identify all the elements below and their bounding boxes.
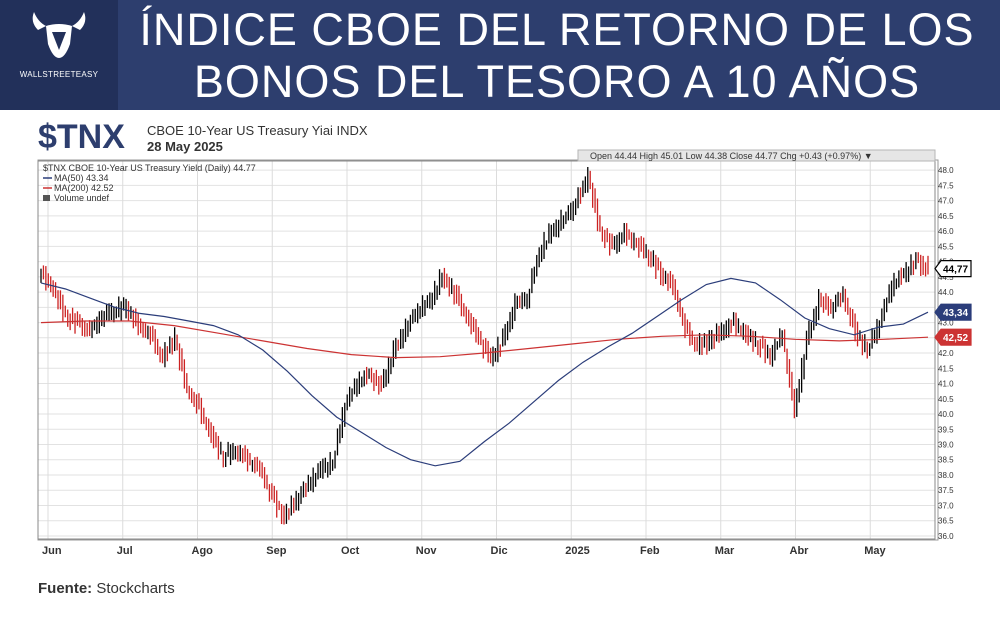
price-label-box — [934, 260, 972, 278]
legend-ma50: MA(50) 43.34 — [54, 173, 109, 183]
ohlc-bar-bg — [577, 149, 936, 162]
legend-volume: Volume undef — [54, 193, 110, 203]
page-title: ÍNDICE CBOE DEL RETORNO DE LOS BONOS DEL… — [122, 4, 992, 108]
price-label-box — [934, 328, 972, 346]
x-tick-label: Oct — [341, 545, 360, 557]
y-axis: 36.0 36.5 37.0 37.5 38.0 38.5 39.0 39.5 40.0 40.5… — [938, 166, 954, 541]
title-line-2: BONOS DEL TESORO A 10 AÑOS — [193, 56, 921, 107]
price-label-text: 44,77 — [943, 265, 968, 276]
y-tick-label: 37.5 — [938, 486, 954, 495]
y-tick-label: 41.5 — [938, 364, 954, 373]
x-tick-label: Ago — [192, 545, 214, 557]
source-value: Stockcharts — [96, 580, 175, 597]
y-tick-label: 43.0 — [938, 319, 954, 328]
legend: $TNX CBOE 10-Year US Treasury Yield (Dai… — [43, 163, 256, 203]
ohlc-bars — [40, 166, 929, 525]
price-label-text: 43,34 — [943, 308, 968, 319]
y-tick-label: 45.5 — [938, 242, 954, 251]
y-tick-label: 40.0 — [938, 410, 954, 419]
logo-text: WALLSTREETEASY — [19, 70, 99, 79]
x-tick-label: Feb — [640, 545, 660, 557]
y-tick-label: 42.0 — [938, 349, 954, 358]
chart-name: CBOE 10-Year US Treasury Yiai INDX — [147, 123, 368, 138]
y-tick-label: 38.0 — [938, 471, 954, 480]
y-tick-label: 39.0 — [938, 441, 954, 450]
y-tick-label: 46.0 — [938, 227, 954, 236]
y-tick-label: 48.0 — [938, 166, 954, 175]
y-tick-label: 47.0 — [938, 197, 954, 206]
x-tick-label: May — [864, 545, 886, 557]
ma50-line — [40, 277, 929, 467]
x-tick-label: Jul — [117, 545, 133, 557]
price-label-text: 42,52 — [943, 333, 968, 344]
x-tick-label: Nov — [416, 545, 438, 557]
price-labels: 44,77 43,34 42,52 — [934, 260, 972, 346]
chart-date: 28 May 2025 — [147, 139, 223, 154]
x-tick-label: Sep — [266, 545, 286, 557]
x-tick-label: Abr — [790, 545, 810, 557]
ohlc-bar-text: Open 44.44 High 45.01 Low 44.38 Close 44… — [590, 151, 873, 161]
y-tick-label: 38.5 — [938, 456, 954, 465]
y-tick-label: 40.5 — [938, 395, 954, 404]
y-tick-label: 46.5 — [938, 212, 954, 221]
y-tick-label: 47.5 — [938, 181, 954, 190]
x-tick-label: 2025 — [565, 545, 589, 557]
x-tick-label: Dic — [491, 545, 508, 557]
y-tick-label: 36.0 — [938, 532, 954, 541]
y-tick-label: 41.0 — [938, 380, 954, 389]
ma200-line — [40, 320, 929, 359]
y-tick-label: 44.5 — [938, 273, 954, 282]
legend-ma200: MA(200) 42.52 — [54, 183, 114, 193]
x-tick-label: Jun — [42, 545, 62, 557]
source-label: Fuente: — [38, 580, 93, 597]
price-label-box — [934, 303, 972, 321]
logo-block: WALLSTREETEASY — [0, 0, 118, 110]
y-tick-label: 37.0 — [938, 501, 954, 510]
y-tick-label: 39.5 — [938, 425, 954, 434]
bull-head-icon — [32, 12, 86, 58]
plot-area — [37, 160, 936, 540]
y-tick-label: 36.5 — [938, 517, 954, 526]
x-tick-label: Mar — [715, 545, 735, 557]
ticker-symbol: $TNX — [38, 118, 125, 156]
x-axis: Jun Jul Ago Sep Oct Nov Dic 2025 Feb Mar Abr May — [42, 545, 887, 557]
title-line-1: ÍNDICE CBOE DEL RETORNO DE LOS — [139, 4, 975, 55]
header-banner — [0, 0, 1000, 110]
legend-volume-swatch — [43, 195, 50, 201]
source-note: Fuente: Stockcharts — [38, 580, 175, 597]
legend-main: $TNX CBOE 10-Year US Treasury Yield (Dai… — [43, 163, 256, 173]
y-tick-label: 44.0 — [938, 288, 954, 297]
